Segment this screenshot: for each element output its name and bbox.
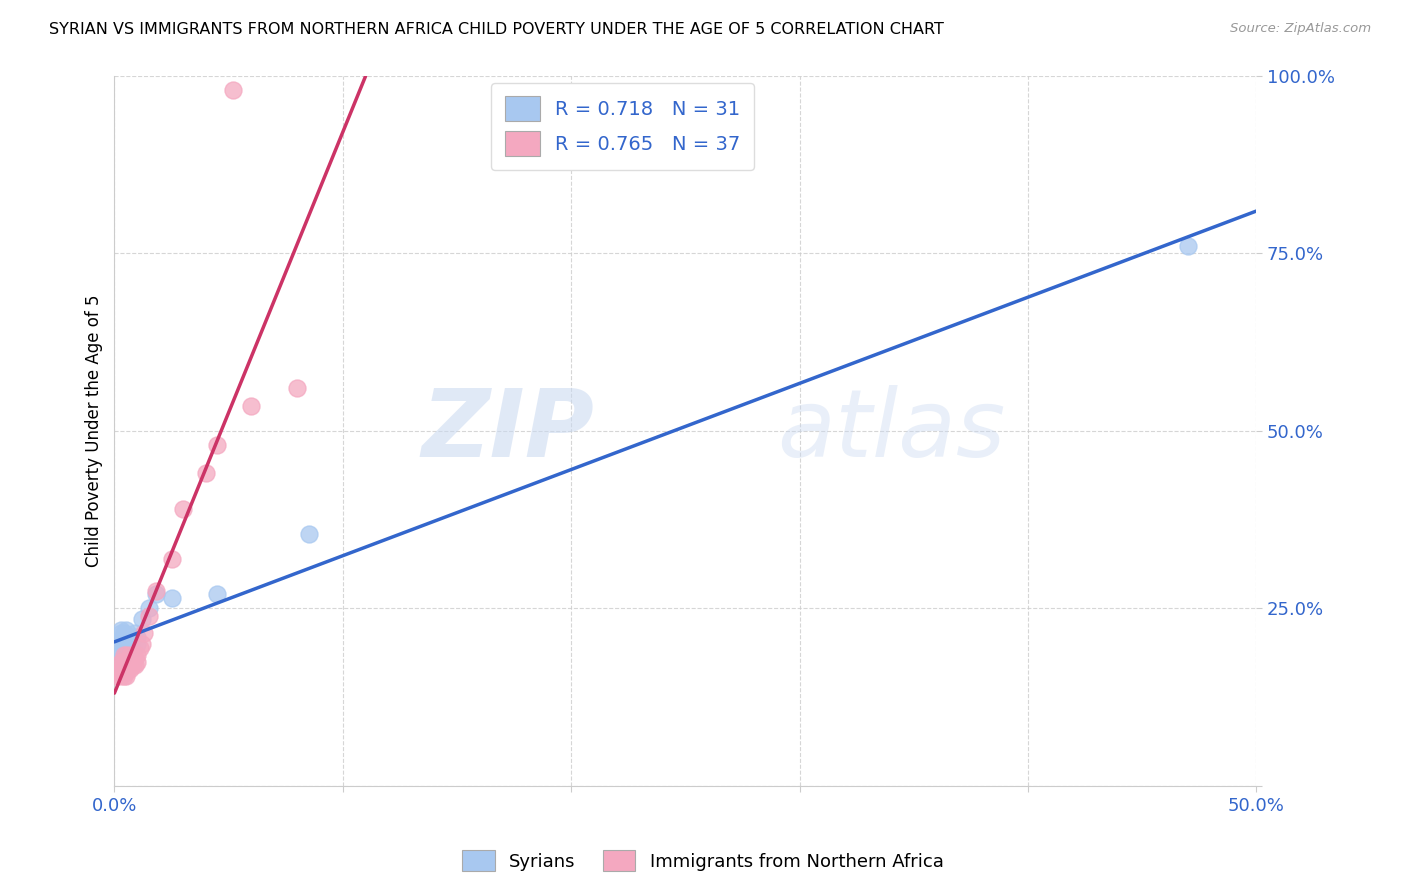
Point bbox=[110, 669, 132, 683]
Point bbox=[110, 662, 132, 676]
Point bbox=[112, 648, 135, 662]
Point bbox=[117, 630, 139, 644]
Point bbox=[112, 648, 135, 662]
Point bbox=[121, 640, 143, 655]
Text: Source: ZipAtlas.com: Source: ZipAtlas.com bbox=[1230, 22, 1371, 36]
Point bbox=[114, 637, 136, 651]
Point bbox=[120, 662, 142, 676]
Point bbox=[114, 623, 136, 637]
Point bbox=[120, 648, 142, 662]
Point bbox=[160, 591, 183, 605]
Point bbox=[110, 633, 132, 648]
Point bbox=[127, 637, 149, 651]
Point bbox=[114, 640, 136, 655]
Point bbox=[124, 651, 146, 665]
Point bbox=[112, 640, 135, 655]
Point bbox=[112, 633, 135, 648]
Point bbox=[120, 655, 142, 669]
Point bbox=[121, 658, 143, 673]
Point bbox=[110, 623, 132, 637]
Point bbox=[128, 640, 150, 655]
Point bbox=[124, 658, 146, 673]
Point bbox=[108, 640, 131, 655]
Point bbox=[121, 651, 143, 665]
Point bbox=[108, 665, 131, 680]
Point bbox=[205, 587, 228, 601]
Point bbox=[114, 630, 136, 644]
Point bbox=[240, 399, 263, 413]
Point bbox=[124, 626, 146, 640]
Legend: R = 0.718   N = 31, R = 0.765   N = 37: R = 0.718 N = 31, R = 0.765 N = 37 bbox=[491, 83, 754, 169]
Text: ZIP: ZIP bbox=[422, 384, 593, 477]
Point bbox=[112, 626, 135, 640]
Point bbox=[120, 633, 142, 648]
Point bbox=[112, 662, 135, 676]
Point bbox=[120, 640, 142, 655]
Point bbox=[131, 637, 153, 651]
Point bbox=[205, 438, 228, 452]
Point bbox=[127, 648, 149, 662]
Point bbox=[110, 626, 132, 640]
Legend: Syrians, Immigrants from Northern Africa: Syrians, Immigrants from Northern Africa bbox=[456, 843, 950, 879]
Point bbox=[114, 655, 136, 669]
Point bbox=[194, 467, 217, 481]
Text: atlas: atlas bbox=[776, 385, 1005, 476]
Point bbox=[297, 527, 319, 541]
Point bbox=[138, 608, 160, 623]
Point bbox=[1177, 239, 1199, 253]
Point bbox=[145, 587, 167, 601]
Point bbox=[117, 662, 139, 676]
Y-axis label: Child Poverty Under the Age of 5: Child Poverty Under the Age of 5 bbox=[86, 294, 103, 567]
Point bbox=[285, 381, 308, 395]
Point bbox=[132, 626, 155, 640]
Point bbox=[114, 669, 136, 683]
Point bbox=[127, 630, 149, 644]
Point bbox=[117, 637, 139, 651]
Point bbox=[105, 669, 128, 683]
Point bbox=[145, 583, 167, 598]
Point bbox=[114, 665, 136, 680]
Point bbox=[108, 658, 131, 673]
Point bbox=[138, 601, 160, 615]
Point bbox=[127, 655, 149, 669]
Point bbox=[112, 655, 135, 669]
Point bbox=[114, 648, 136, 662]
Text: SYRIAN VS IMMIGRANTS FROM NORTHERN AFRICA CHILD POVERTY UNDER THE AGE OF 5 CORRE: SYRIAN VS IMMIGRANTS FROM NORTHERN AFRIC… bbox=[49, 22, 943, 37]
Point bbox=[160, 551, 183, 566]
Point bbox=[110, 655, 132, 669]
Point bbox=[121, 630, 143, 644]
Point bbox=[131, 612, 153, 626]
Point bbox=[222, 83, 245, 97]
Point bbox=[108, 648, 131, 662]
Point bbox=[105, 655, 128, 669]
Point bbox=[112, 669, 135, 683]
Point bbox=[117, 640, 139, 655]
Point bbox=[117, 655, 139, 669]
Point bbox=[172, 502, 194, 516]
